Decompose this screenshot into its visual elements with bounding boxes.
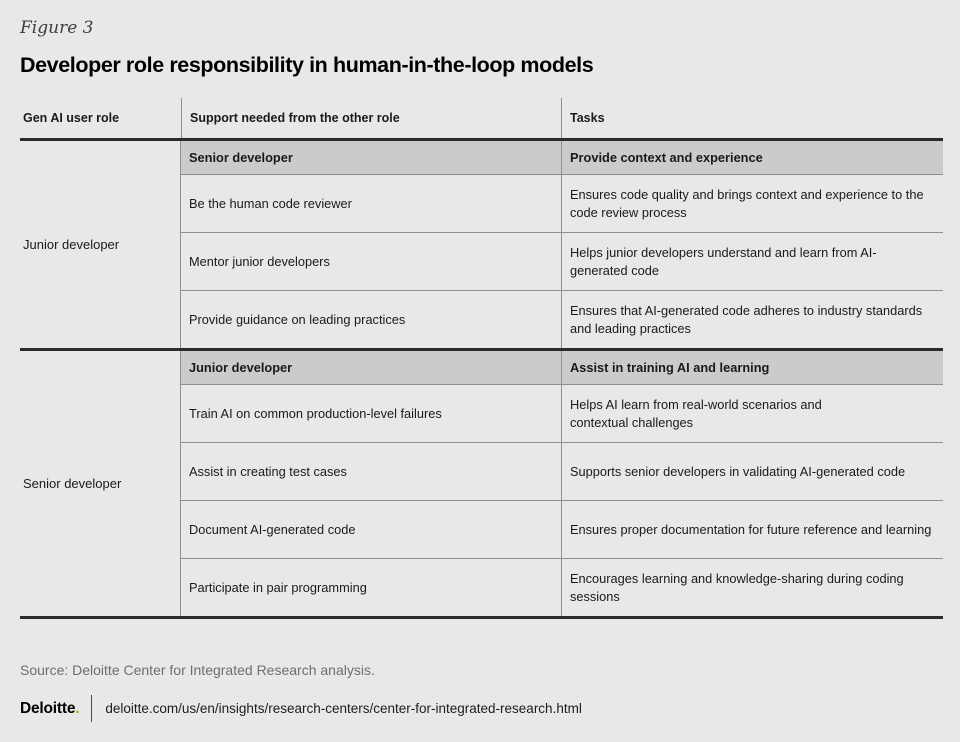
table-row: Provide guidance on leading practices En… xyxy=(181,290,943,348)
tasks-text: Ensures that AI-generated code adheres t… xyxy=(570,303,923,336)
role-cell: Senior developer xyxy=(20,351,181,616)
table-row: Be the human code reviewer Ensures code … xyxy=(181,174,943,232)
tasks-text: Ensures code quality and brings context … xyxy=(570,187,924,220)
figure-title: Developer role responsibility in human-i… xyxy=(20,53,594,77)
tasks-cell: Ensures that AI-generated code adheres t… xyxy=(561,291,943,348)
tasks-cell: Helps junior developers understand and l… xyxy=(561,233,943,290)
tasks-cell: Ensures code quality and brings context … xyxy=(561,175,943,232)
footer-divider xyxy=(91,695,93,722)
tasks-text: Helps AI learn from real-world scenarios… xyxy=(570,397,822,430)
support-cell: Mentor junior developers xyxy=(189,253,330,269)
logo-wordmark: Deloitte xyxy=(20,699,76,717)
table-header-row: Gen AI user role Support needed from the… xyxy=(20,98,943,141)
section-rows: Junior developer Assist in training AI a… xyxy=(181,351,943,616)
role-cell: Junior developer xyxy=(20,141,181,348)
tasks-text: Supports senior developers in validating… xyxy=(570,463,906,479)
subheader-row: Senior developer Provide context and exp… xyxy=(181,141,943,174)
tasks-cell: Ensures proper documentation for future … xyxy=(561,501,943,558)
table-row: Mentor junior developers Helps junior de… xyxy=(181,232,943,290)
support-cell: Participate in pair programming xyxy=(189,579,367,595)
support-cell: Assist in creating test cases xyxy=(189,463,347,479)
subheader-tasks-cell: Provide context and experience xyxy=(561,141,943,174)
column-header-role: Gen AI user role xyxy=(23,111,120,125)
subheader-row: Junior developer Assist in training AI a… xyxy=(181,351,943,384)
subheader-tasks-cell: Assist in training AI and learning xyxy=(561,351,943,384)
table-row: Participate in pair programming Encourag… xyxy=(181,558,943,616)
deloitte-logo: Deloitte. xyxy=(20,699,80,718)
support-cell: Train AI on common production-level fail… xyxy=(189,405,442,421)
logo-green-dot: . xyxy=(75,699,80,717)
tasks-text: Helps junior developers understand and l… xyxy=(570,245,877,278)
section-rows: Senior developer Provide context and exp… xyxy=(181,141,943,348)
table-row: Train AI on common production-level fail… xyxy=(181,384,943,442)
role-label: Senior developer xyxy=(23,476,122,491)
table-section-senior-developer: Senior developer Junior developer Assist… xyxy=(20,351,943,619)
tasks-cell: Helps AI learn from real-world scenarios… xyxy=(561,385,943,442)
table-section-junior-developer: Junior developer Senior developer Provid… xyxy=(20,141,943,351)
subheader-support-cell: Junior developer xyxy=(189,359,293,375)
footer-url: deloitte.com/us/en/insights/research-cen… xyxy=(105,701,582,716)
column-header-support: Support needed from the other role xyxy=(181,98,561,138)
tasks-text: Ensures proper documentation for future … xyxy=(570,521,932,537)
table-row: Document AI-generated code Ensures prope… xyxy=(181,500,943,558)
support-cell: Document AI-generated code xyxy=(189,521,356,537)
support-cell: Be the human code reviewer xyxy=(189,195,352,211)
responsibility-table: Gen AI user role Support needed from the… xyxy=(20,98,943,619)
role-label: Junior developer xyxy=(23,237,120,252)
table-row: Assist in creating test cases Supports s… xyxy=(181,442,943,500)
tasks-cell: Supports senior developers in validating… xyxy=(561,443,943,500)
support-cell: Provide guidance on leading practices xyxy=(189,311,406,327)
subheader-support-cell: Senior developer xyxy=(189,149,293,165)
footer-brand-bar: Deloitte. deloitte.com/us/en/insights/re… xyxy=(20,695,943,742)
source-note: Source: Deloitte Center for Integrated R… xyxy=(20,662,375,678)
figure-label: Figure 3 xyxy=(20,18,94,38)
tasks-text: Encourages learning and knowledge-sharin… xyxy=(570,571,904,604)
tasks-cell: Encourages learning and knowledge-sharin… xyxy=(561,559,943,616)
column-header-tasks: Tasks xyxy=(561,98,943,138)
